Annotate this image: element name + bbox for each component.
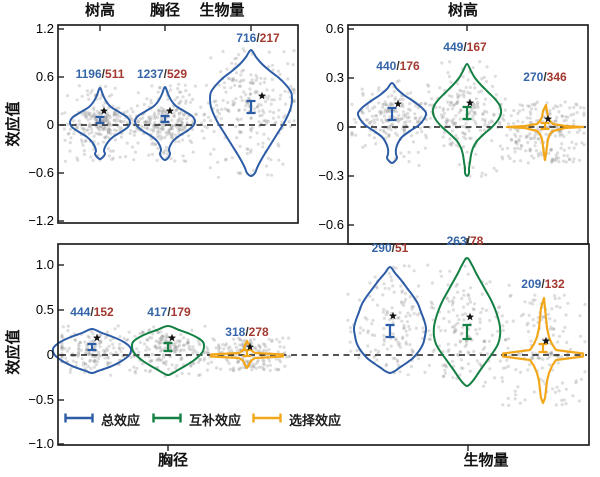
count-slash: / <box>463 40 467 54</box>
panel-title-tr-shugao: 树高 <box>447 2 478 19</box>
count-blue: 440 <box>376 59 397 73</box>
count-slash: / <box>391 241 395 255</box>
count-slash: / <box>245 325 249 339</box>
count-slash: / <box>541 277 545 291</box>
count-red: 152 <box>93 305 114 319</box>
count-slash: / <box>167 305 171 319</box>
count-slash: / <box>396 59 400 73</box>
errorbar-glyph-icon <box>64 412 94 427</box>
count-red: 176 <box>399 59 420 73</box>
count-slash: / <box>101 67 106 81</box>
y-tick-label: 0.6 <box>35 69 54 84</box>
count-blue: 318 <box>225 325 246 339</box>
x-label-xiongjing: 胸径 <box>157 452 188 469</box>
count-blue: 417 <box>147 305 168 319</box>
panel-title-tl-shugao: 树高 <box>84 2 115 19</box>
legend-item-complementarity: 互补效应 <box>152 410 241 428</box>
count-red: 51 <box>395 241 409 255</box>
count-red: 278 <box>248 325 269 339</box>
count-red: 179 <box>170 305 191 319</box>
count-blue: 1196 <box>75 67 102 81</box>
y-tick-label: 0.5 <box>35 302 54 317</box>
y-tick-label: −0.6 <box>28 165 54 180</box>
count-annotation: 263/78 <box>417 234 513 248</box>
count-annotation: 417/179 <box>121 305 217 319</box>
count-slash: / <box>466 234 470 248</box>
count-annotation: 270/346 <box>497 70 593 84</box>
count-blue: 444 <box>70 305 91 319</box>
count-annotation: 1237/529 <box>114 67 210 81</box>
count-blue: 209 <box>521 277 542 291</box>
count-red: 132 <box>544 277 565 291</box>
legend-item-selection: 选择效应 <box>252 410 341 428</box>
count-slash: / <box>90 305 94 319</box>
count-annotation: 290/51 <box>342 241 438 255</box>
y-tick-label: 1.0 <box>35 257 54 272</box>
count-blue: 716 <box>236 31 257 45</box>
count-annotation: 444/152 <box>44 305 140 319</box>
count-annotation: 1196/511 <box>52 67 148 81</box>
y-tick-label: −0.5 <box>28 392 54 407</box>
y-tick-label: 0 <box>46 117 54 132</box>
y-tick-label: −0.6 <box>318 217 344 232</box>
y-tick-label: 0.3 <box>325 70 344 85</box>
x-label-shengwuliang: 生物量 <box>463 452 509 469</box>
y-tick-label: 0 <box>336 119 344 134</box>
count-red: 529 <box>167 67 188 81</box>
y-tick-label: 0 <box>46 347 54 362</box>
count-annotation: 209/132 <box>495 277 591 291</box>
count-annotation: 318/278 <box>199 325 295 339</box>
count-annotation: 440/176 <box>350 59 446 73</box>
panel-title-tl-shengwuliang: 生物量 <box>199 2 245 19</box>
y-tick-label: −0.3 <box>318 168 344 183</box>
legend-item-total: 总效应 <box>64 410 140 428</box>
count-red: 167 <box>466 40 487 54</box>
count-red: 346 <box>546 70 567 84</box>
count-blue: 263 <box>446 234 467 248</box>
count-annotation: 716/217 <box>210 31 306 45</box>
y-tick-label: 1.2 <box>35 21 54 36</box>
count-red: 217 <box>259 31 280 45</box>
y-tick-label: 0.6 <box>325 21 344 36</box>
count-blue: 1237 <box>136 67 164 81</box>
errorbar-glyph-icon <box>152 412 182 427</box>
count-red: 78 <box>470 234 484 248</box>
count-slash: / <box>256 31 260 45</box>
count-blue: 270 <box>523 70 544 84</box>
errorbar-glyph-icon <box>252 412 282 427</box>
count-annotation: 449/167 <box>417 40 513 54</box>
count-slash: / <box>543 70 547 84</box>
legend-label: 互补效应 <box>189 412 242 428</box>
count-blue: 290 <box>371 241 392 255</box>
panel-title-tl-xiongjing: 胸径 <box>149 2 180 19</box>
y-tick-label: −1.0 <box>28 436 54 451</box>
count-blue: 449 <box>443 40 464 54</box>
legend-label: 选择效应 <box>289 412 342 428</box>
legend-label: 总效应 <box>101 412 141 428</box>
y-tick-label: −1.2 <box>28 213 54 228</box>
count-slash: / <box>163 67 167 81</box>
count-red: 511 <box>105 67 125 81</box>
